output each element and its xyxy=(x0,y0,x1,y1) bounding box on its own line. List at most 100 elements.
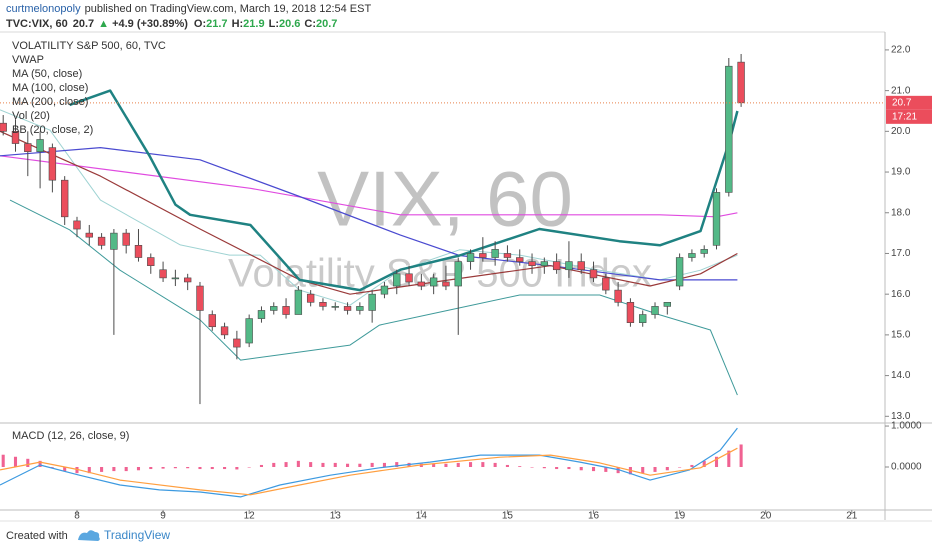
candle-body xyxy=(479,253,487,258)
histogram-bar xyxy=(518,466,522,467)
countdown-box xyxy=(886,109,932,124)
candle-body xyxy=(134,245,143,258)
candle-body xyxy=(282,306,290,315)
candle-body xyxy=(48,147,57,181)
ohlc-label: L: xyxy=(269,18,279,30)
ohlc-label: O: xyxy=(194,18,206,30)
histogram-bar xyxy=(13,456,18,467)
histogram-bar xyxy=(542,467,546,469)
histogram-bar xyxy=(149,467,153,470)
histogram-bar xyxy=(591,467,596,472)
header-line: curtmelonopoly published on TradingView.c… xyxy=(6,3,371,15)
indicator-line xyxy=(0,147,738,281)
price-label-box xyxy=(886,95,932,110)
tradingview-logo[interactable]: TradingView xyxy=(78,528,170,542)
x-tick-label: 15 xyxy=(502,511,514,522)
histogram-bar xyxy=(223,467,227,470)
histogram-bar xyxy=(100,467,104,472)
candle-body xyxy=(208,314,216,328)
watermark: VIX, 60 xyxy=(317,155,573,243)
legend-entry: MA (100, close) xyxy=(12,82,88,94)
candle-body xyxy=(675,257,684,287)
candle-body xyxy=(454,261,462,287)
histogram-bar xyxy=(395,462,399,467)
candle-body xyxy=(540,261,549,266)
logo-cloud xyxy=(78,530,100,541)
x-tick-label: 13 xyxy=(330,511,342,522)
candle-body xyxy=(220,326,229,336)
histogram-bar xyxy=(690,464,694,467)
y-tick-label: 18.0 xyxy=(891,207,911,218)
histogram-bar xyxy=(321,462,325,467)
legend-entry: BB (20, close, 2) xyxy=(12,124,93,136)
candle-body xyxy=(233,338,241,348)
ohlc-value: 20.6 xyxy=(279,18,300,30)
y-tick-label: 16.0 xyxy=(891,289,911,300)
histogram-bar xyxy=(604,467,608,472)
footer-created: Created with xyxy=(6,530,68,542)
histogram-bar xyxy=(38,460,42,467)
histogram-bar xyxy=(173,467,177,469)
histogram-bar xyxy=(26,458,30,467)
candle-body xyxy=(503,253,512,258)
y-tick-label: 14.0 xyxy=(891,370,911,381)
author-link[interactable]: curtmelonopoly xyxy=(6,3,81,15)
ohlc-label: C: xyxy=(304,18,316,30)
histogram-bar xyxy=(727,450,731,467)
histogram-bar xyxy=(530,467,534,468)
symbol: TVC:VIX, 60 xyxy=(6,18,68,30)
candle-body xyxy=(626,302,635,323)
histogram-bar xyxy=(567,467,571,470)
candle-body xyxy=(183,277,192,283)
ohlc-value: 20.7 xyxy=(316,18,337,30)
candle-body xyxy=(639,314,647,323)
histogram-bar xyxy=(235,467,239,470)
histogram-bar xyxy=(382,462,386,467)
y-tick-label: 21.0 xyxy=(891,85,911,96)
x-tick-label: 21 xyxy=(846,511,858,522)
candle-body xyxy=(700,249,708,254)
histogram-bar xyxy=(87,467,91,474)
candle-body xyxy=(11,131,20,144)
change-arrow: ▲ xyxy=(98,18,109,30)
quote-line: TVC:VIX, 60 20.7 ▲ +4.9 (+30.89%) O:21.7 H:21… xyxy=(6,18,337,30)
histogram-bar xyxy=(75,467,79,474)
y-tick-label: 13.0 xyxy=(891,411,911,422)
histogram-bar xyxy=(112,467,116,472)
candle-body xyxy=(331,306,339,308)
histogram-bar xyxy=(739,444,743,467)
histogram-bar xyxy=(63,467,67,472)
candle-body xyxy=(147,257,155,266)
candle-body xyxy=(257,310,266,319)
candle-body xyxy=(405,273,413,283)
candle-body xyxy=(343,306,352,311)
candle-body xyxy=(97,236,106,246)
candle-body xyxy=(602,277,610,291)
candle-body xyxy=(245,318,253,344)
candle-body xyxy=(614,289,622,303)
histogram-bar xyxy=(358,463,362,467)
x-tick-label: 12 xyxy=(244,511,256,522)
candle-body xyxy=(737,61,745,104)
histogram-bar xyxy=(469,462,473,467)
candle-body xyxy=(417,281,426,287)
histogram-bar xyxy=(456,462,460,467)
candle-body xyxy=(466,253,475,262)
candle-body xyxy=(688,253,696,258)
candle-body xyxy=(491,249,499,258)
y-tick-label: 17.0 xyxy=(891,248,911,259)
pane-title: VOLATILITY S&P 500, 60, TVC xyxy=(12,40,166,52)
y-tick-label: 20.0 xyxy=(891,126,911,137)
candle-body xyxy=(85,232,93,238)
histogram-bar xyxy=(124,467,128,472)
candle-body xyxy=(159,269,167,279)
indicator-line xyxy=(0,109,738,306)
candle-body xyxy=(651,306,659,315)
indicator-line xyxy=(9,199,738,396)
footer-brand[interactable]: TradingView xyxy=(104,528,170,542)
candle-body xyxy=(516,257,524,262)
legend-entry: Vol (20) xyxy=(12,110,50,122)
last-price: 20.7 xyxy=(73,18,94,30)
histogram-bar xyxy=(309,462,313,467)
